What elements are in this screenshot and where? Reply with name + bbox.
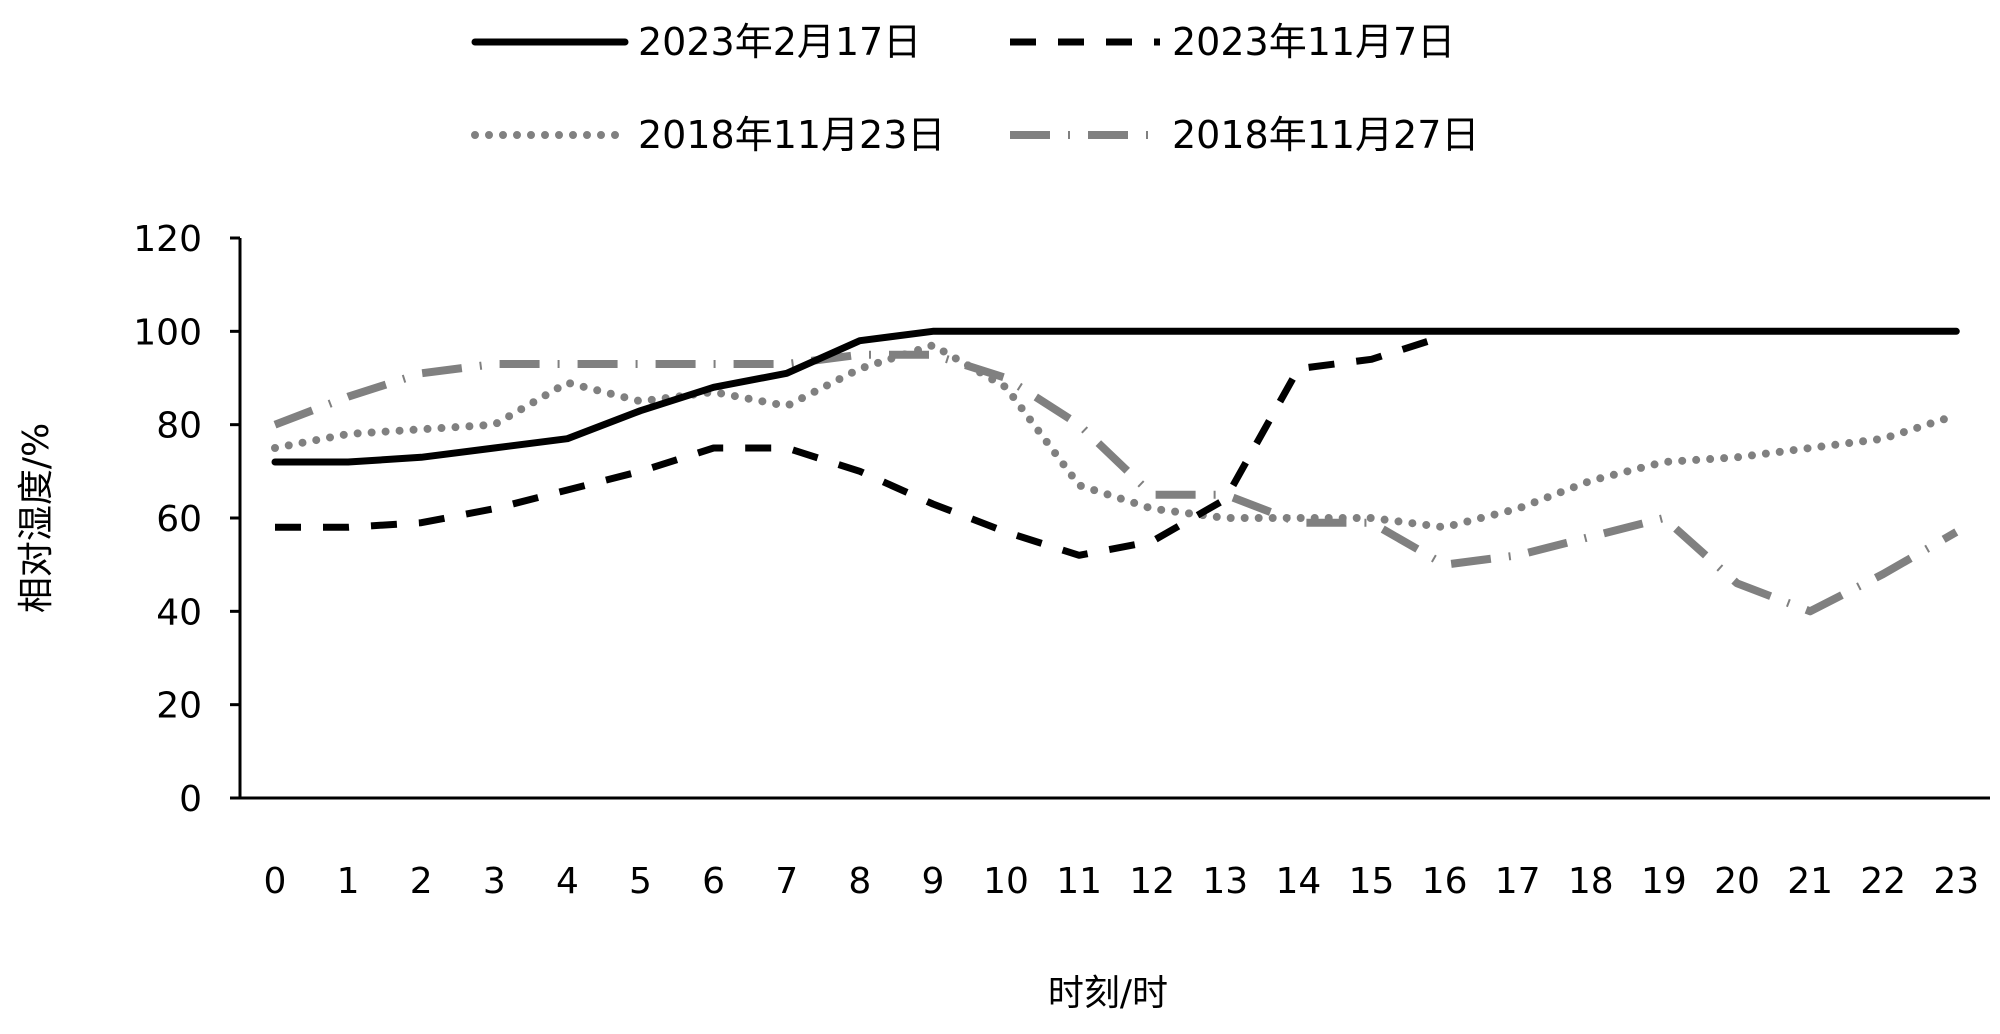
x-tick-label: 21 xyxy=(1787,861,1833,902)
x-tick-label: 14 xyxy=(1275,861,1321,902)
y-tick-label: 80 xyxy=(156,406,202,447)
x-tick-label: 16 xyxy=(1422,861,1468,902)
legend-label-1: 2023年11月7日 xyxy=(1172,20,1455,64)
series-layer xyxy=(275,331,1956,611)
x-tick-label: 7 xyxy=(775,861,798,902)
series-line-3 xyxy=(275,355,1956,612)
legend-label-0: 2023年2月17日 xyxy=(638,20,921,64)
x-tick-label: 11 xyxy=(1056,861,1102,902)
x-tick-label: 2 xyxy=(410,861,433,902)
x-tick-label: 8 xyxy=(848,861,871,902)
y-tick-label: 120 xyxy=(133,219,202,260)
legend: 2023年2月17日 2023年11月7日 2018年11月23日 2018年11月2… xyxy=(475,20,1479,157)
x-tick-label: 10 xyxy=(983,861,1029,902)
x-tick-label: 20 xyxy=(1714,861,1760,902)
y-axis-label: 相对湿度/% xyxy=(16,423,57,613)
y-tick-label: 0 xyxy=(179,779,202,820)
x-tick-label: 15 xyxy=(1349,861,1395,902)
x-tick-label: 6 xyxy=(702,861,725,902)
x-tick-label: 13 xyxy=(1202,861,1248,902)
x-tick-label: 12 xyxy=(1129,861,1175,902)
y-tick-label: 20 xyxy=(156,686,202,727)
x-tick-label: 18 xyxy=(1568,861,1614,902)
legend-label-2: 2018年11月23日 xyxy=(638,113,945,157)
series-line-0 xyxy=(275,331,1956,462)
x-tick-label: 3 xyxy=(483,861,506,902)
y-tick-label: 100 xyxy=(133,312,202,353)
y-tick-label: 40 xyxy=(156,592,202,633)
x-tick-label: 19 xyxy=(1641,861,1687,902)
x-axis-label: 时刻/时 xyxy=(1048,973,1168,1014)
x-tick-label: 22 xyxy=(1860,861,1906,902)
legend-label-3: 2018年11月27日 xyxy=(1172,113,1479,157)
x-tick-label: 0 xyxy=(264,861,287,902)
x-tick-label: 4 xyxy=(556,861,579,902)
x-tick-label: 17 xyxy=(1495,861,1541,902)
x-tick-label: 1 xyxy=(337,861,360,902)
x-tick-label: 23 xyxy=(1933,861,1979,902)
y-tick-label: 60 xyxy=(156,499,202,540)
x-tick-label: 5 xyxy=(629,861,652,902)
x-tick-label: 9 xyxy=(921,861,944,902)
